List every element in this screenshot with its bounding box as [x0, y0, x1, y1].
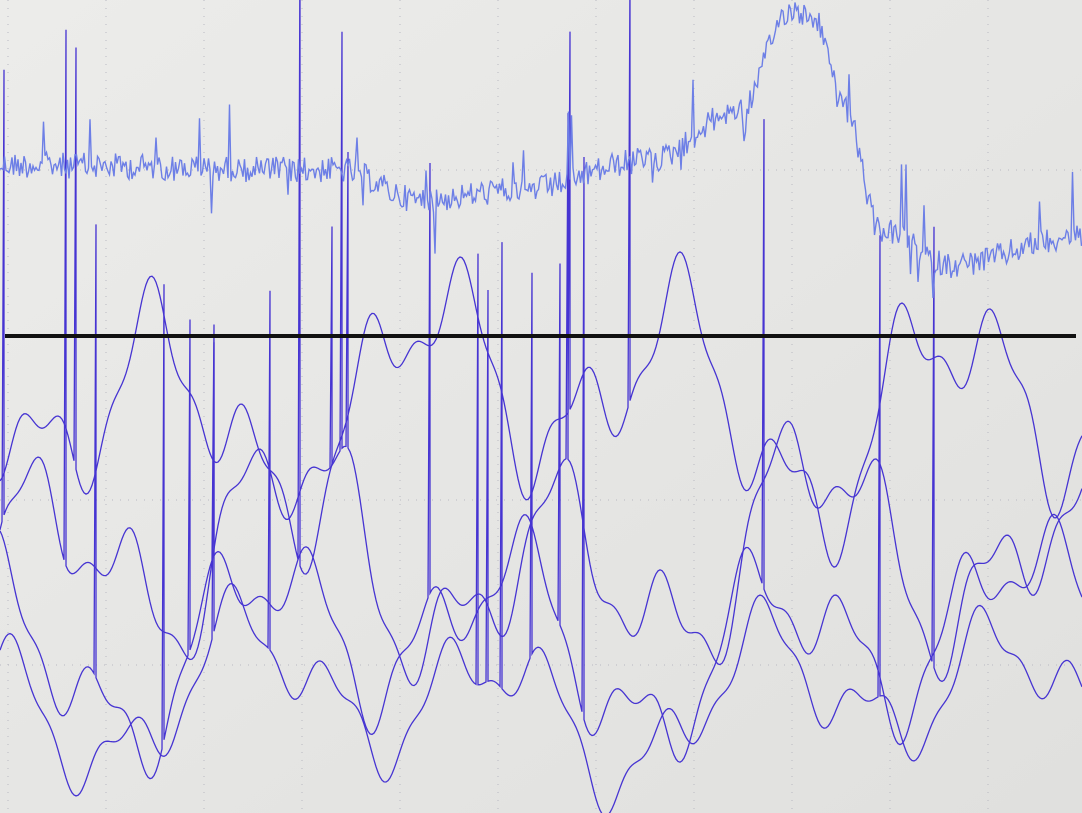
oscilloscope-screen	[0, 0, 1082, 813]
page: (() => { JSON.parse(document.getElementB…	[0, 0, 1082, 813]
